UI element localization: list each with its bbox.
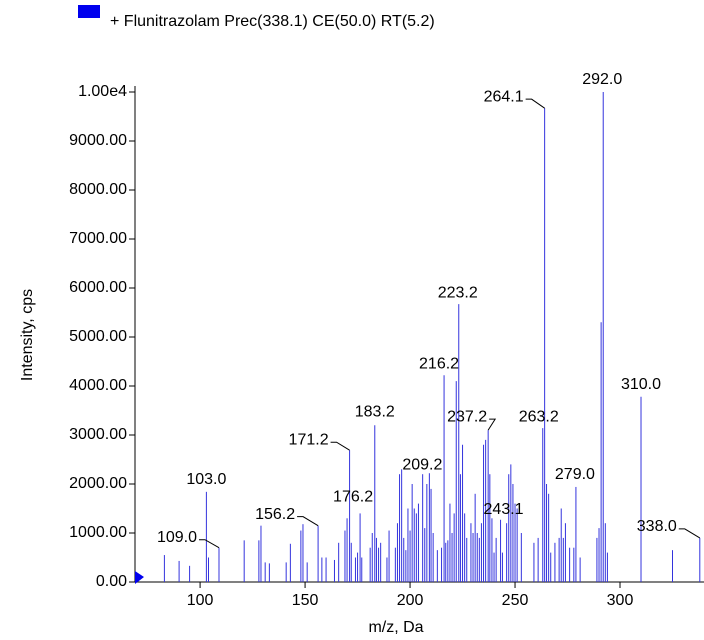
peak-label: 216.2: [419, 355, 459, 372]
y-tick-label: 2000.00: [69, 475, 127, 492]
x-tick-label: 200: [397, 592, 424, 609]
y-tick-label: 7000.00: [69, 230, 127, 247]
y-tick-label: 0.00: [96, 573, 127, 590]
peak-label: 237.2: [447, 408, 487, 425]
peak-label: 263.2: [519, 408, 559, 425]
peak-label: 109.0: [157, 529, 197, 546]
leader-line: [330, 441, 350, 451]
y-tick-label: 3000.00: [69, 426, 127, 443]
origin-marker: [135, 571, 144, 584]
y-tick-label: 9000.00: [69, 132, 127, 149]
y-tick-label: 5000.00: [69, 328, 127, 345]
y-tick-label: 4000.00: [69, 377, 127, 394]
peak-label: 103.0: [186, 471, 226, 488]
leader-line: [297, 516, 319, 527]
y-tick-label: 8000.00: [69, 181, 127, 198]
peak-label: 223.2: [438, 284, 478, 301]
leader-line: [487, 418, 497, 431]
peak-label: 310.0: [621, 376, 661, 393]
peak-label: 264.1: [484, 88, 524, 105]
x-tick-label: 300: [607, 592, 634, 609]
peak-label: 209.2: [402, 456, 442, 473]
leader-line: [198, 539, 220, 549]
legend-swatch: [78, 5, 100, 18]
peak-label: 338.0: [637, 518, 677, 535]
peak-label: 243.1: [484, 501, 524, 518]
peak-label: 171.2: [289, 431, 329, 448]
x-tick-label: 250: [502, 592, 529, 609]
peak-label: 292.0: [582, 71, 622, 88]
legend-label: + Flunitrazolam Prec(338.1) CE(50.0) RT(…: [110, 13, 435, 30]
peak-label: 279.0: [555, 466, 595, 483]
peak-label: 156.2: [255, 506, 295, 523]
x-tick-label: 100: [187, 592, 214, 609]
peak-label: 176.2: [333, 489, 373, 506]
leader-line: [525, 98, 545, 109]
y-tick-label: 6000.00: [69, 279, 127, 296]
x-axis-label: m/z, Da: [368, 619, 423, 636]
peak-label: 183.2: [355, 403, 395, 420]
leader-line: [678, 528, 701, 539]
y-tick-label: 1000.00: [69, 524, 127, 541]
y-axis-label: Intensity, cps: [19, 289, 36, 381]
y-tick-label: 1.00e4: [78, 83, 127, 100]
x-tick-label: 150: [292, 592, 319, 609]
